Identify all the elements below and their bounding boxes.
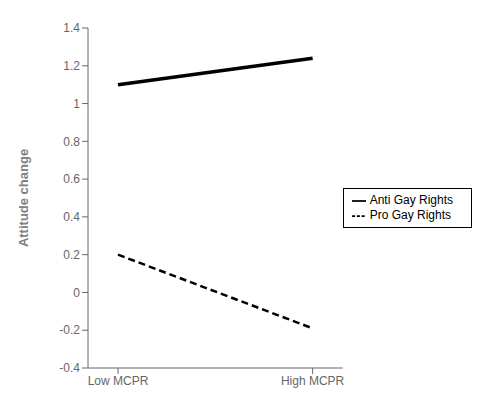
svg-text:0.4: 0.4	[63, 210, 80, 224]
svg-text:Attitude change: Attitude change	[16, 149, 31, 247]
svg-text:1.4: 1.4	[63, 21, 80, 35]
svg-text:1: 1	[73, 97, 80, 111]
html-text:Anti Gay Rights: Anti Gay Rights	[369, 193, 453, 208]
svg-text:0.8: 0.8	[63, 135, 80, 149]
svg-text:Low MCPR: Low MCPR	[88, 374, 149, 388]
svg-text:1.2: 1.2	[63, 59, 80, 73]
svg-text:0: 0	[73, 286, 80, 300]
html-text:Pro Gay Rights: Pro Gay Rights	[369, 208, 451, 222]
svg-text:-0.2: -0.2	[59, 323, 80, 337]
svg-text:0.2: 0.2	[63, 248, 80, 262]
svg-text:0.6: 0.6	[63, 172, 80, 186]
svg-text:-0.4: -0.4	[59, 361, 80, 375]
svg-text:High MCPR: High MCPR	[281, 374, 345, 388]
